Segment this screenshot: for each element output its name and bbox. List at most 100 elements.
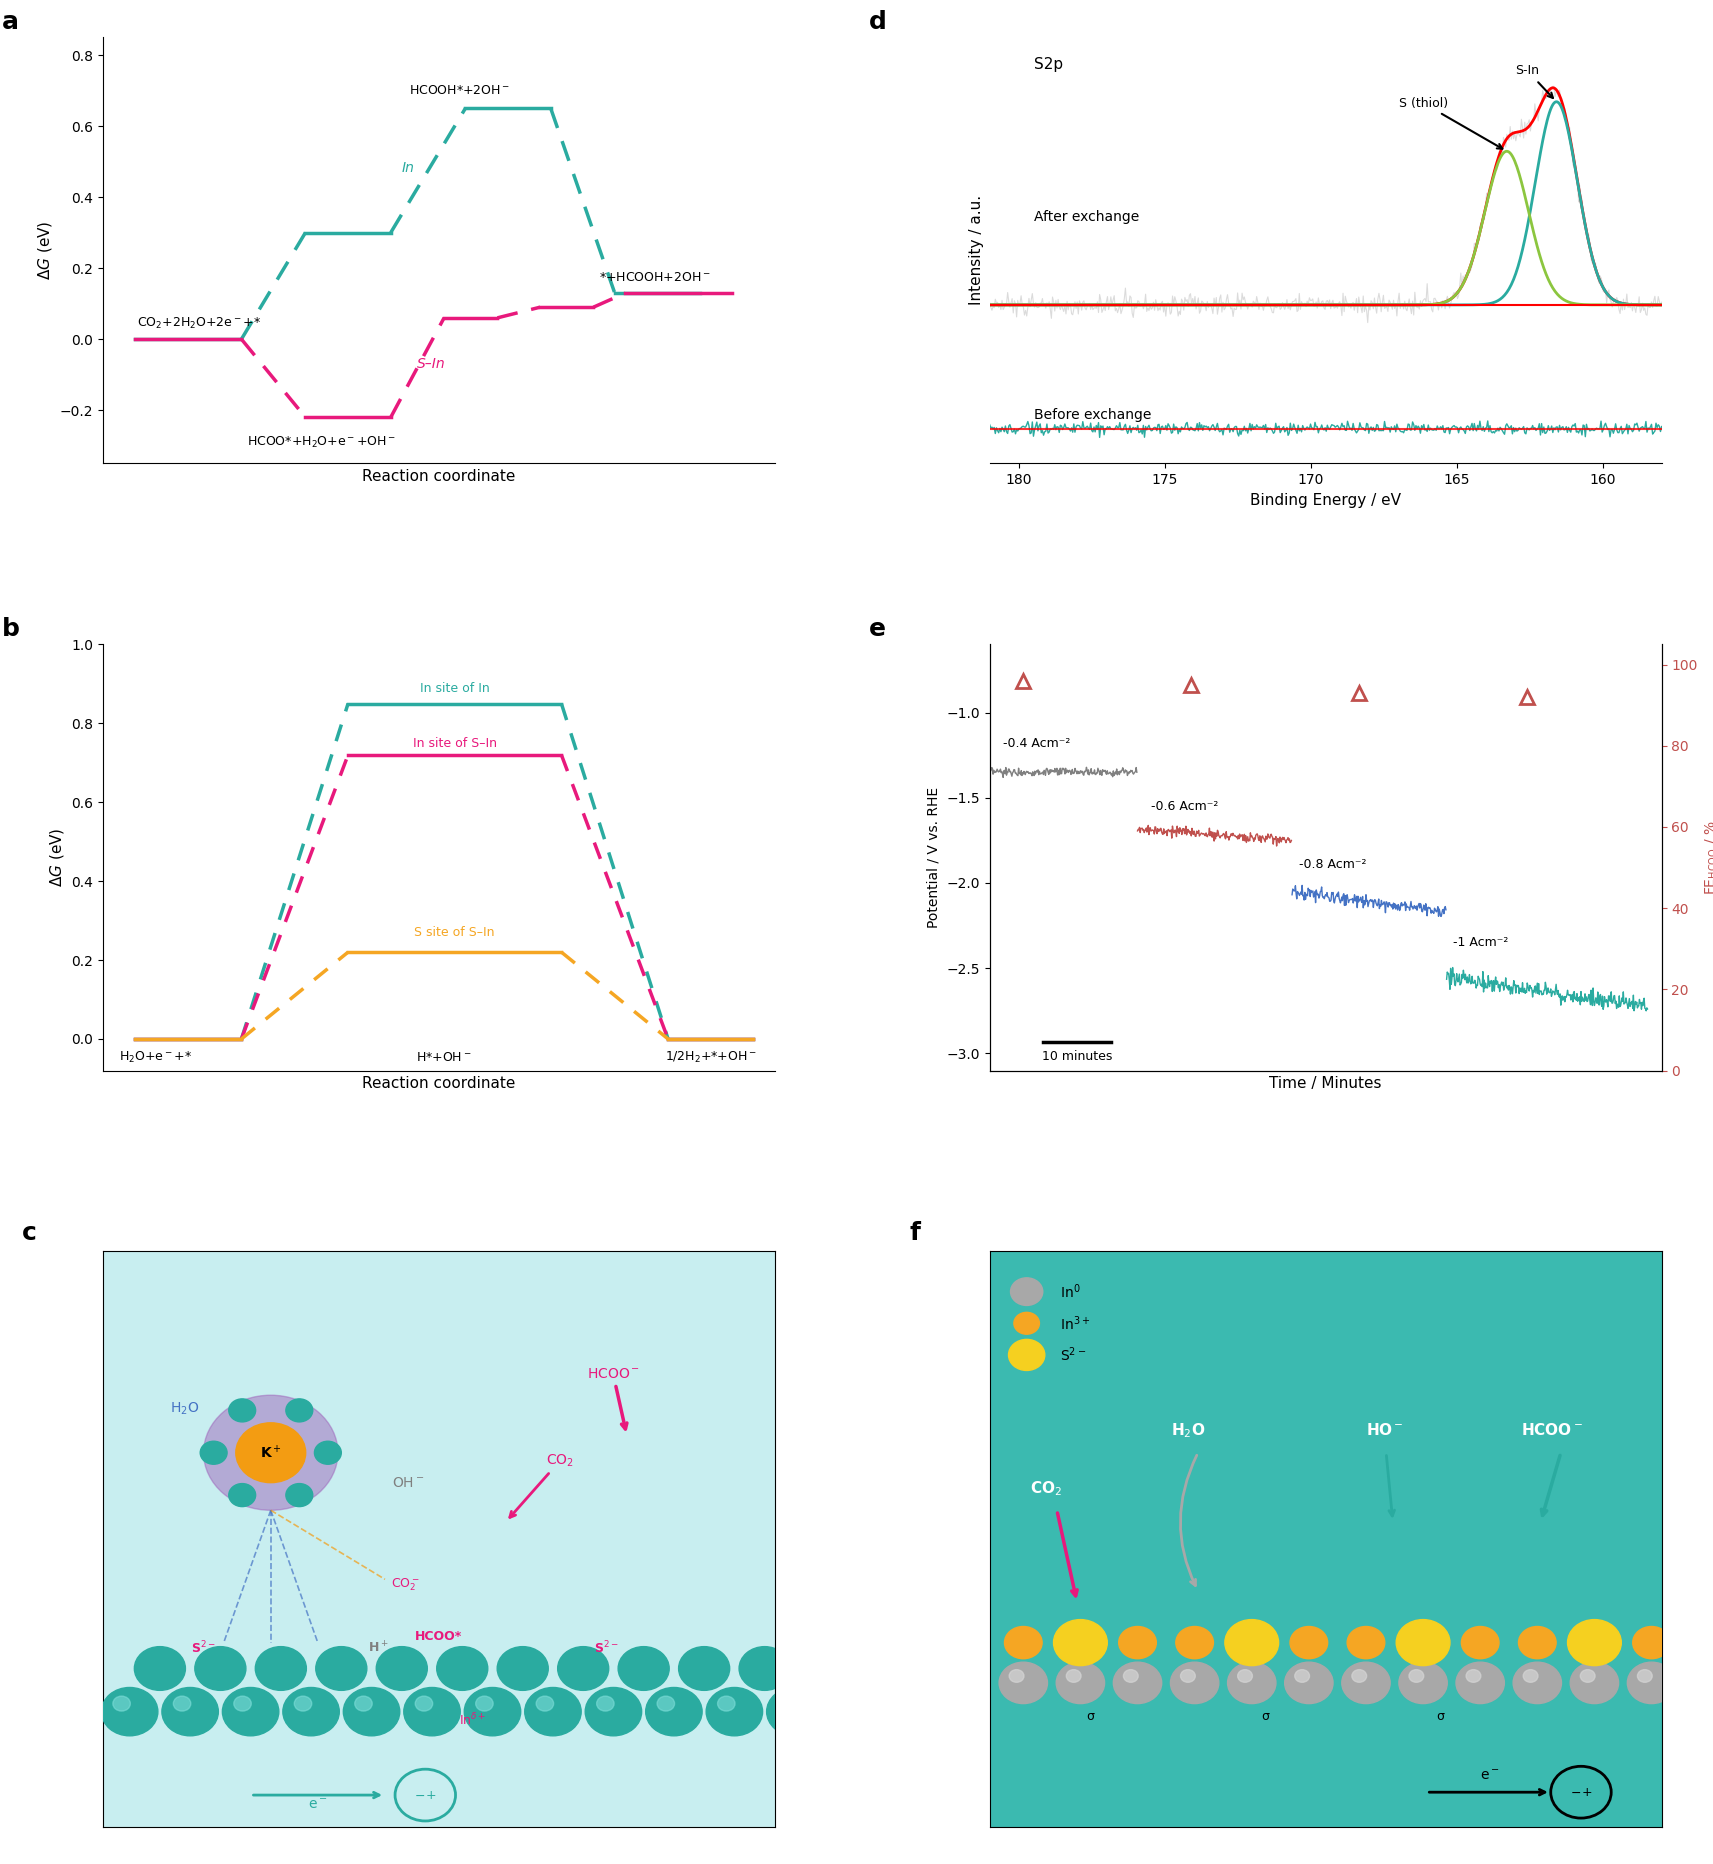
Text: H*+OH$^-$: H*+OH$^-$ [416, 1051, 471, 1064]
Circle shape [1410, 1670, 1424, 1683]
X-axis label: Time / Minutes: Time / Minutes [1269, 1076, 1382, 1090]
Text: σ: σ [1435, 1711, 1444, 1724]
Circle shape [476, 1696, 493, 1711]
Circle shape [233, 1696, 252, 1711]
Circle shape [1124, 1670, 1137, 1683]
X-axis label: Binding Energy / eV: Binding Energy / eV [1250, 492, 1401, 507]
Circle shape [415, 1696, 433, 1711]
Circle shape [1456, 1663, 1504, 1704]
Text: K$^+$: K$^+$ [260, 1445, 281, 1461]
Circle shape [618, 1646, 670, 1691]
Text: e$^-$: e$^-$ [308, 1797, 327, 1812]
Circle shape [1571, 1663, 1619, 1704]
Circle shape [404, 1687, 461, 1735]
Text: *+HCOOH+2OH$^-$: *+HCOOH+2OH$^-$ [600, 270, 711, 283]
X-axis label: Reaction coordinate: Reaction coordinate [361, 470, 516, 485]
Circle shape [706, 1687, 762, 1735]
Y-axis label: Intensity / a.u.: Intensity / a.u. [970, 196, 985, 306]
Text: H$_2$O+e$^-$+*: H$_2$O+e$^-$+* [118, 1049, 192, 1064]
Text: f: f [910, 1221, 920, 1245]
Circle shape [1400, 1663, 1447, 1704]
Circle shape [1567, 1620, 1620, 1666]
Circle shape [1581, 1670, 1595, 1683]
X-axis label: Reaction coordinate: Reaction coordinate [361, 1076, 516, 1090]
Text: σ: σ [1261, 1711, 1269, 1724]
Text: CO$_2$: CO$_2$ [510, 1452, 574, 1517]
Circle shape [230, 1398, 255, 1422]
Text: $-$: $-$ [1571, 1786, 1581, 1799]
Circle shape [1009, 1340, 1045, 1370]
Text: σ: σ [1086, 1711, 1095, 1724]
Text: -0.6 Acm⁻²: -0.6 Acm⁻² [1151, 800, 1218, 813]
Text: Before exchange: Before exchange [1033, 408, 1151, 421]
Circle shape [1065, 1670, 1081, 1683]
Circle shape [437, 1646, 488, 1691]
Circle shape [778, 1696, 795, 1711]
Circle shape [200, 1441, 228, 1465]
Y-axis label: Potential / V vs. RHE: Potential / V vs. RHE [927, 787, 940, 928]
Text: a: a [2, 9, 19, 34]
Circle shape [1014, 1312, 1040, 1335]
Text: HCOO$^-$: HCOO$^-$ [586, 1366, 639, 1430]
Circle shape [586, 1687, 642, 1735]
Circle shape [1053, 1620, 1107, 1666]
Text: $-$: $-$ [415, 1789, 425, 1802]
Text: S (thiol): S (thiol) [1400, 97, 1502, 149]
Circle shape [1341, 1663, 1391, 1704]
Circle shape [497, 1646, 548, 1691]
Text: S$^{2-}$: S$^{2-}$ [192, 1640, 216, 1657]
Circle shape [1180, 1670, 1196, 1683]
Circle shape [1004, 1627, 1042, 1659]
Circle shape [1513, 1663, 1562, 1704]
Circle shape [658, 1696, 675, 1711]
Circle shape [236, 1422, 305, 1482]
Circle shape [286, 1484, 313, 1506]
Text: S$^{2-}$: S$^{2-}$ [1060, 1346, 1086, 1364]
Text: HCOO*: HCOO* [415, 1631, 463, 1644]
Circle shape [355, 1696, 372, 1711]
Text: In$^{\delta+}$: In$^{\delta+}$ [459, 1711, 486, 1728]
Circle shape [377, 1646, 427, 1691]
Circle shape [524, 1687, 581, 1735]
Circle shape [101, 1687, 158, 1735]
Text: In site of In: In site of In [420, 682, 490, 695]
Y-axis label: FE$_{\rm HCOO}$ / %: FE$_{\rm HCOO}$ / % [1703, 820, 1713, 895]
Circle shape [596, 1696, 613, 1711]
Circle shape [1461, 1627, 1499, 1659]
Text: d: d [868, 9, 887, 34]
Text: $+$: $+$ [425, 1789, 437, 1802]
Circle shape [315, 1646, 367, 1691]
Text: CO$_2^-$: CO$_2^-$ [391, 1577, 420, 1594]
Text: In$^{3+}$: In$^{3+}$ [1060, 1314, 1091, 1333]
Circle shape [286, 1398, 313, 1422]
Circle shape [113, 1696, 130, 1711]
Text: In site of S–In: In site of S–In [413, 736, 497, 749]
Circle shape [1352, 1670, 1367, 1683]
Circle shape [646, 1687, 702, 1735]
Circle shape [1518, 1627, 1555, 1659]
Circle shape [767, 1687, 822, 1735]
Text: e$^-$: e$^-$ [1480, 1769, 1501, 1782]
Circle shape [343, 1687, 399, 1735]
Circle shape [1523, 1670, 1538, 1683]
Circle shape [1396, 1620, 1449, 1666]
Circle shape [1011, 1279, 1043, 1305]
Text: -0.8 Acm⁻²: -0.8 Acm⁻² [1298, 857, 1367, 870]
Text: H$_2$O: H$_2$O [1172, 1422, 1206, 1441]
Text: H$^+$: H$^+$ [368, 1640, 389, 1655]
Text: HCOO$^-$: HCOO$^-$ [1521, 1422, 1583, 1439]
Text: 1/2H$_2$+*+OH$^-$: 1/2H$_2$+*+OH$^-$ [665, 1049, 757, 1064]
Text: HCOO*+H$_2$O+e$^-$+OH$^-$: HCOO*+H$_2$O+e$^-$+OH$^-$ [247, 434, 396, 449]
Text: c: c [22, 1221, 38, 1245]
Circle shape [718, 1696, 735, 1711]
Circle shape [464, 1687, 521, 1735]
Circle shape [558, 1646, 608, 1691]
Circle shape [295, 1696, 312, 1711]
Text: $+$: $+$ [1581, 1786, 1591, 1799]
Circle shape [204, 1394, 337, 1510]
Text: OH$^-$: OH$^-$ [392, 1476, 425, 1489]
Circle shape [315, 1441, 341, 1465]
Text: HCOOH*+2OH$^-$: HCOOH*+2OH$^-$ [409, 84, 510, 97]
Circle shape [1290, 1627, 1328, 1659]
Circle shape [1119, 1627, 1156, 1659]
